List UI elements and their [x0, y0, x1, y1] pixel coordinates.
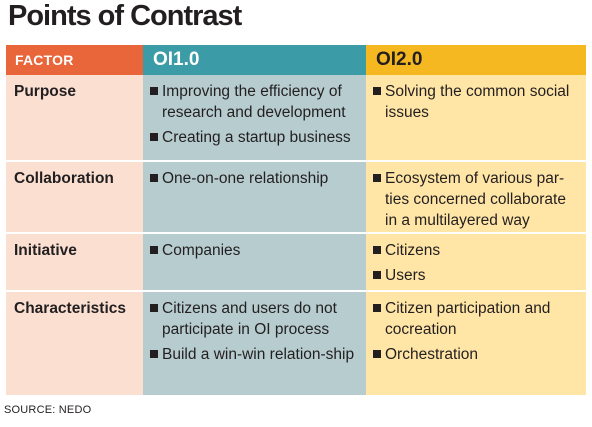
square-bullet-icon [150, 133, 158, 141]
list-item: One-on-one relationship [150, 168, 358, 189]
header-oi2: OI2.0 [366, 45, 586, 75]
list-item: Companies [150, 240, 358, 261]
square-bullet-icon [373, 304, 381, 312]
row-oi1-purpose: Improving the efficiency of research and… [143, 75, 366, 160]
list-item: Improving the efficiency of research and… [150, 81, 358, 123]
source-note: SOURCE: NEDO [4, 404, 92, 416]
square-bullet-icon [373, 246, 381, 254]
list-item: Ecosystem of various par-ties concerned … [373, 168, 578, 231]
page-title: Points of Contrast [8, 0, 242, 32]
list-item: Orchestration [373, 344, 578, 365]
list-item: Solving the common social issues [373, 81, 578, 123]
row-oi2-characteristics: Citizen participation and cocreation Orc… [366, 290, 586, 395]
square-bullet-icon [150, 246, 158, 254]
square-bullet-icon [150, 87, 158, 95]
row-oi2-purpose: Solving the common social issues [366, 75, 586, 160]
header-factor: FACTOR [6, 45, 143, 75]
row-factor-collaboration: Collaboration [6, 160, 143, 232]
row-factor-characteristics: Characteristics [6, 290, 143, 395]
row-oi2-initiative: Citizens Users [366, 232, 586, 290]
row-oi1-collaboration: One-on-one relationship [143, 160, 366, 232]
square-bullet-icon [373, 350, 381, 358]
list-item: Creating a startup business [150, 127, 358, 148]
row-oi1-characteristics: Citizens and users do not participate in… [143, 290, 366, 395]
row-factor-purpose: Purpose [6, 75, 143, 160]
list-item: Build a win-win relation-ship [150, 344, 358, 365]
header-oi1: OI1.0 [143, 45, 366, 75]
list-item: Citizens and users do not participate in… [150, 298, 358, 340]
list-item: Citizens [373, 240, 578, 261]
row-factor-initiative: Initiative [6, 232, 143, 290]
square-bullet-icon [373, 87, 381, 95]
row-oi2-collaboration: Ecosystem of various par-ties concerned … [366, 160, 586, 232]
contrast-table: FACTOR OI1.0 OI2.0 Purpose Improving the… [6, 45, 586, 395]
row-oi1-initiative: Companies [143, 232, 366, 290]
square-bullet-icon [150, 350, 158, 358]
list-item: Users [373, 265, 578, 286]
square-bullet-icon [373, 271, 381, 279]
square-bullet-icon [150, 304, 158, 312]
list-item: Citizen participation and cocreation [373, 298, 578, 340]
square-bullet-icon [150, 174, 158, 182]
square-bullet-icon [373, 174, 381, 182]
